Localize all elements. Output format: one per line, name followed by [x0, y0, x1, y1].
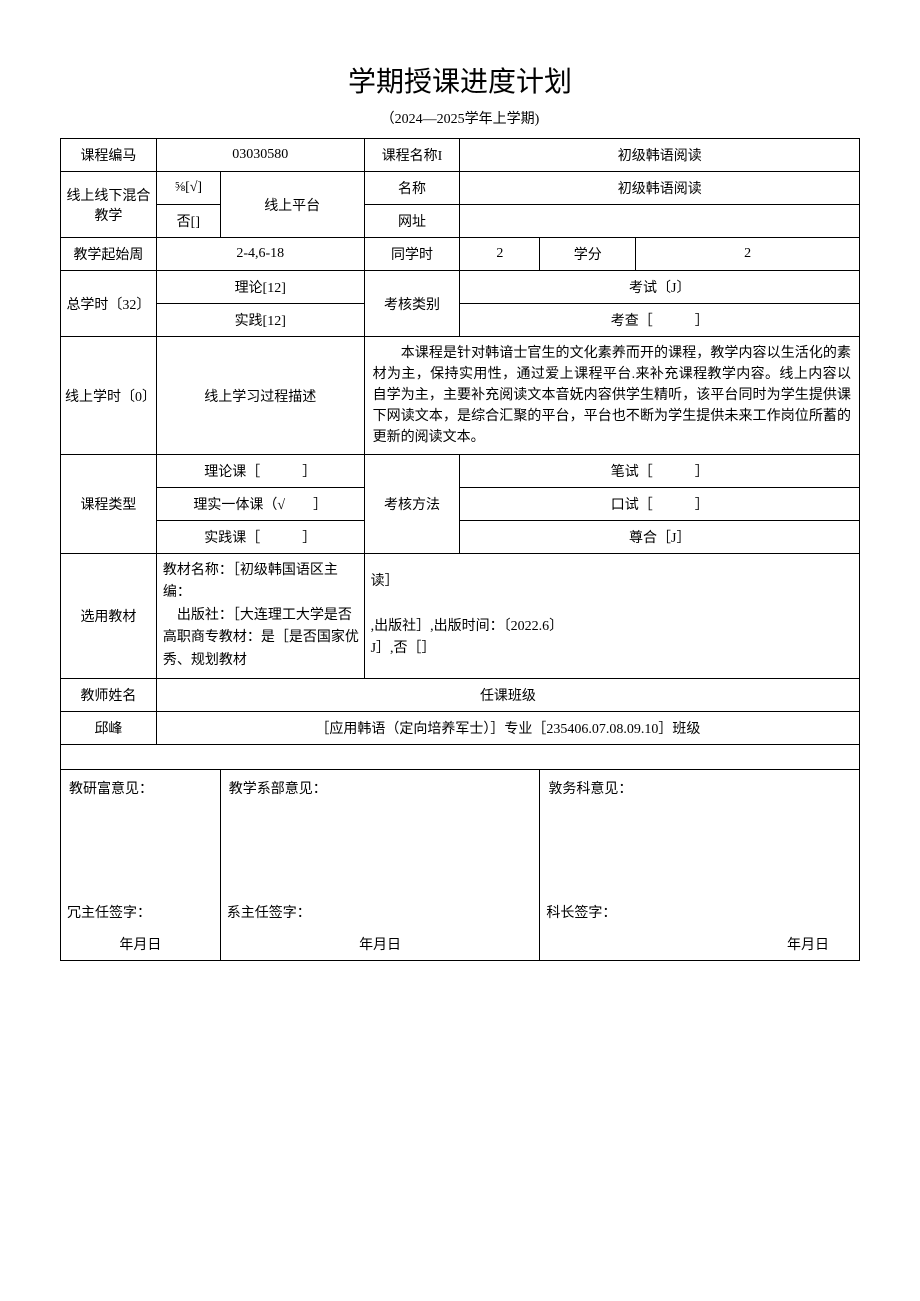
label-total-hours: 总学时〔32〕	[61, 271, 157, 337]
opinion-3: 敦务科意见：	[540, 769, 860, 876]
subtitle: （2024—2025学年上学期)	[60, 108, 860, 128]
method-oral: 口试［ ］	[460, 488, 860, 521]
label-platform-name: 名称	[364, 172, 460, 205]
label-course-type: 课程类型	[61, 455, 157, 554]
label-online-desc: 线上学习过程描述	[156, 337, 364, 455]
course-plan-table: 课程编马 03030580 课程名称I 初级韩语阅读 线上线下混合教学 ⅝[√]…	[60, 138, 860, 961]
sign-2: 系主任签字：	[220, 876, 540, 928]
blended-no: 否[]	[156, 205, 220, 238]
type-practice: 实践课［ ］	[156, 521, 364, 554]
textbook-left: 教材名称：［初级韩国语区主编： 出版社：［大连理工大学是否高职商专教材：是［是否…	[156, 554, 364, 679]
course-name: 初级韩语阅读	[460, 139, 860, 172]
date-3: 年月日	[540, 928, 860, 961]
start-week: 2-4,6-18	[156, 238, 364, 271]
platform-name: 初级韩语阅读	[460, 172, 860, 205]
teacher-name: 邱峰	[61, 711, 157, 744]
label-assess-method: 考核方法	[364, 455, 460, 554]
page-title: 学期授课进度计划	[60, 60, 860, 100]
method-written: 笔试［ ］	[460, 455, 860, 488]
type-integrated: 理实一体课（√ ］	[156, 488, 364, 521]
opinion-2: 教学系部意见：	[220, 769, 540, 876]
weekly-hours: 2	[460, 238, 540, 271]
sign-3: 科长签字：	[540, 876, 860, 928]
type-theory: 理论课［ ］	[156, 455, 364, 488]
online-desc: 本课程是针对韩谙士官生的文化素养而开的课程，教学内容以生活化的素材为主，保持实用…	[364, 337, 859, 455]
assess-exam: 考试〔J〕	[460, 271, 860, 304]
label-start-week: 教学起始周	[61, 238, 157, 271]
label-platform: 线上平台	[220, 172, 364, 238]
textbook-right: 读］ ,出版社］,出版时间：〔2022.6〕 J］,否［］	[364, 554, 859, 679]
label-textbook: 选用教材	[61, 554, 157, 679]
credit: 2	[636, 238, 860, 271]
sign-1: 冗主任签字：	[61, 876, 221, 928]
opinion-1: 教研富意见：	[61, 769, 221, 876]
date-2: 年月日	[220, 928, 540, 961]
date-1: 年月日	[61, 928, 221, 961]
theory-hours: 理论[12]	[156, 271, 364, 304]
label-course-code: 课程编马	[61, 139, 157, 172]
course-code: 03030580	[156, 139, 364, 172]
platform-url	[460, 205, 860, 238]
label-credit: 学分	[540, 238, 636, 271]
label-course-name: 课程名称I	[364, 139, 460, 172]
label-weekly-hours: 同学时	[364, 238, 460, 271]
blended-yes: ⅝[√]	[156, 172, 220, 205]
class-value: ［应用韩语（定向培养军士）］专业［235406.07.08.09.10］班级	[156, 711, 859, 744]
label-class: 任课班级	[156, 678, 859, 711]
assess-check: 考查［ ］	[460, 304, 860, 337]
label-platform-url: 网址	[364, 205, 460, 238]
label-assess-type: 考核类别	[364, 271, 460, 337]
method-combined: 尊合［J］	[460, 521, 860, 554]
practice-hours: 实践[12]	[156, 304, 364, 337]
label-blended: 线上线下混合教学	[61, 172, 157, 238]
label-online-hours: 线上学时〔0〕	[61, 337, 157, 455]
label-teacher-name: 教师姓名	[61, 678, 157, 711]
